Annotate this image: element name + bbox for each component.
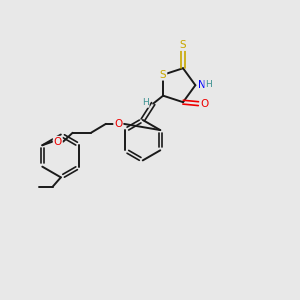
Text: S: S [180, 40, 186, 50]
Text: O: O [54, 137, 62, 147]
Text: H: H [142, 98, 149, 107]
Text: O: O [114, 119, 122, 129]
Text: H: H [205, 80, 212, 89]
Text: N: N [198, 80, 206, 90]
Text: O: O [200, 99, 208, 109]
Text: S: S [160, 70, 166, 80]
